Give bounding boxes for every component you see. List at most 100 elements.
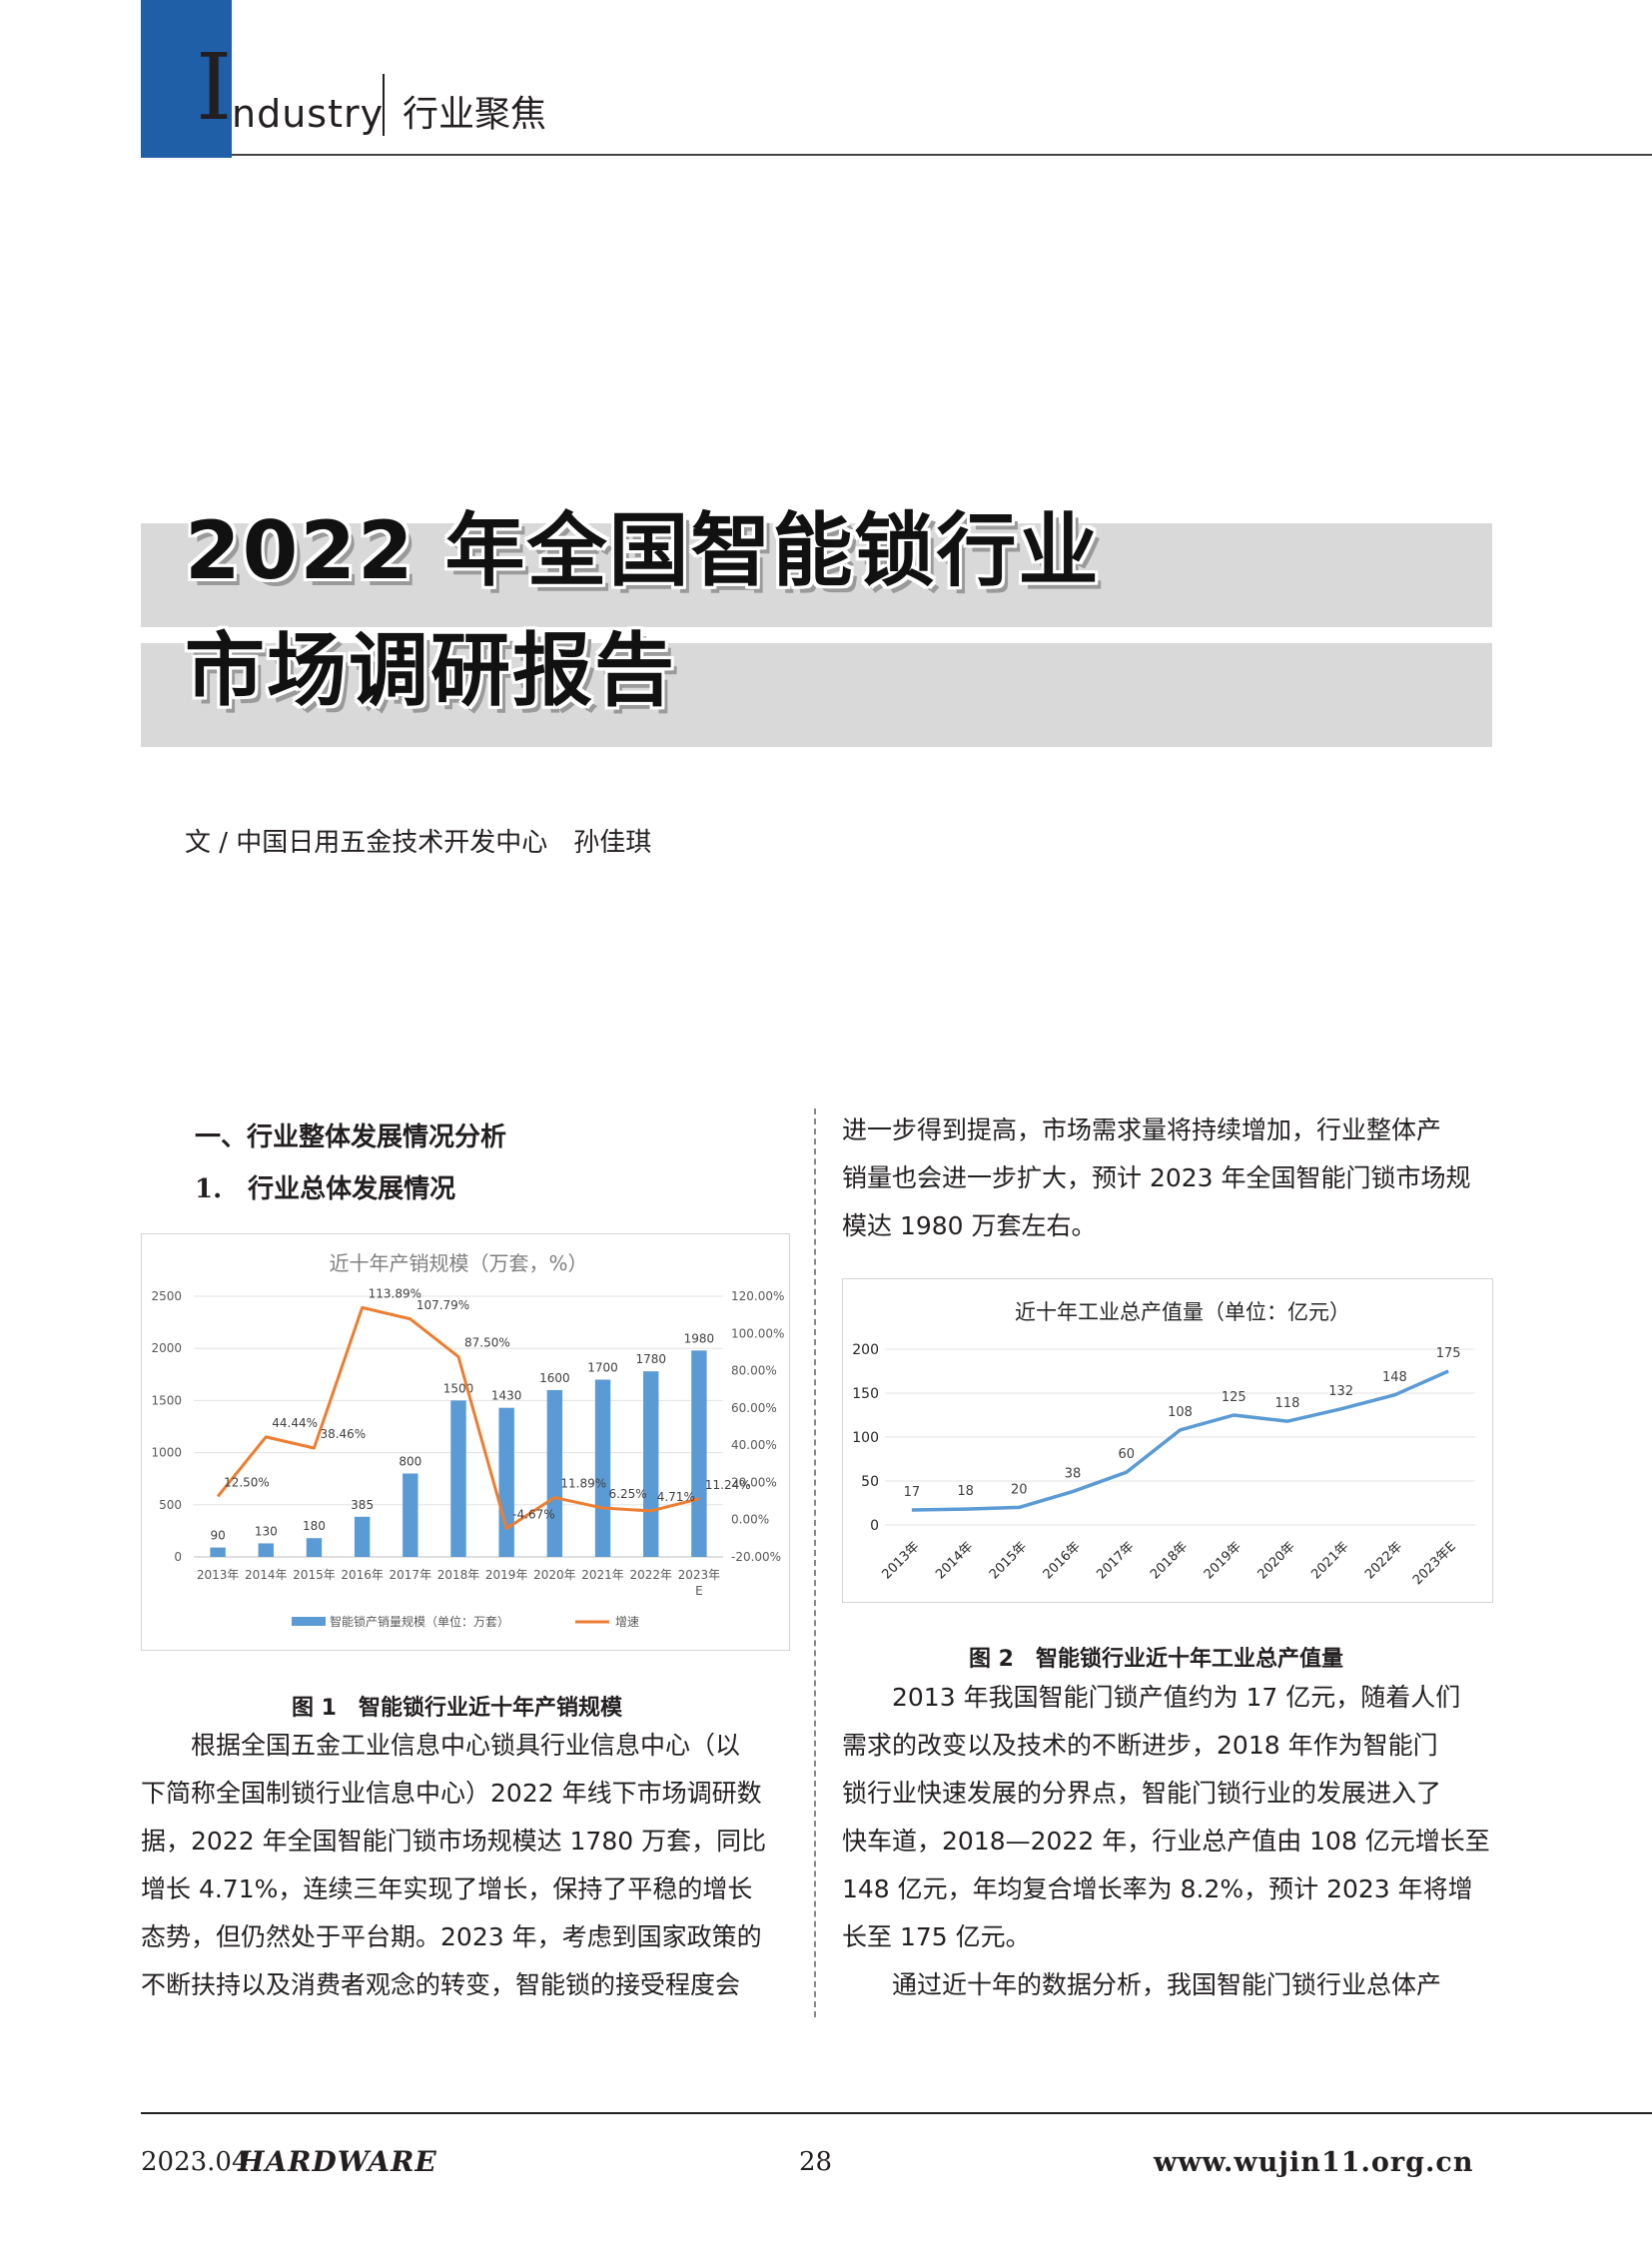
x-tick-label: 2013年 [197, 1568, 240, 1582]
text-line: 进一步得到提高，市场需求量将持续增加，行业整体产 [842, 1116, 1442, 1144]
figure-2-caption: 图 2 智能锁行业近十年工业总产值量 [969, 1647, 1343, 1672]
x-tick-label: 2023年E [1410, 1539, 1459, 1588]
growth-value-label: 4.71% [657, 1490, 695, 1504]
x-tick-label: 2015年 [293, 1568, 336, 1582]
footer-website: www.wujin11.org.cn [1154, 2147, 1474, 2178]
header-initial: I [196, 34, 233, 141]
text-line: 快车道，2018—2022 年，行业总产值由 108 亿元增长至 [842, 1827, 1490, 1856]
y-right-tick-label: 20.00% [731, 1475, 777, 1489]
bar-value-label: 1430 [491, 1389, 522, 1403]
legend-bar-swatch [292, 1617, 326, 1626]
bar-value-label: 1700 [587, 1361, 618, 1375]
x-tick-label-suffix: E [695, 1584, 703, 1598]
bar [643, 1371, 659, 1557]
text-line: 态势，但仍然处于平台期。2023 年，考虑到国家政策的 [141, 1922, 762, 1951]
footer-magazine-name: HARDWARE [238, 2145, 437, 2178]
figure-1-caption: 图 1 智能锁行业近十年产销规模 [292, 1696, 622, 1721]
y-right-tick-label: -20.00% [731, 1550, 781, 1564]
y-tick-label: 50 [861, 1474, 879, 1490]
legend-line-label: 增速 [615, 1615, 639, 1629]
article-title-line1: 2022 年全国智能锁行业 [185, 504, 1101, 597]
growth-value-label: 12.50% [224, 1475, 270, 1489]
y-left-tick-label: 2000 [151, 1341, 182, 1355]
bar [258, 1543, 274, 1557]
bar-value-label: 130 [255, 1524, 278, 1538]
growth-value-label: 11.24% [705, 1478, 751, 1492]
data-label: 125 [1222, 1390, 1246, 1405]
text-line: 根据全国五金工业信息中心锁具行业信息中心（以 [141, 1731, 741, 1760]
bar [403, 1473, 418, 1557]
column-divider [814, 1109, 816, 2017]
x-tick-label: 2016年 [341, 1568, 384, 1582]
text-line: 长至 175 亿元。 [842, 1922, 1031, 1951]
growth-value-label: -4.67% [512, 1507, 554, 1521]
x-tick-label: 2015年 [987, 1539, 1030, 1582]
bar [594, 1379, 611, 1557]
bar-value-label: 385 [351, 1498, 374, 1512]
text-line: 2013 年我国智能门锁产值约为 17 亿元，随着人们 [842, 1683, 1461, 1712]
y-right-tick-label: 100.00% [731, 1326, 784, 1340]
footer-issue-date: 2023.04 [141, 2147, 249, 2177]
x-tick-label: 2017年 [390, 1568, 432, 1582]
bar-value-label: 800 [399, 1454, 421, 1468]
y-right-tick-label: 80.00% [731, 1364, 777, 1378]
x-tick-label: 2020年 [1255, 1539, 1298, 1582]
growth-value-label: 38.46% [320, 1427, 366, 1441]
right-body-text-bottom: 2013 年我国智能门锁产值约为 17 亿元，随着人们 需求的改变以及技术的不断… [842, 1674, 1491, 2009]
x-tick-label: 2023年 [678, 1568, 721, 1582]
x-tick-label: 2018年 [437, 1568, 480, 1582]
growth-value-label: 107.79% [416, 1298, 469, 1312]
page-number: 28 [799, 2147, 833, 2177]
header-divider [383, 74, 385, 136]
data-label: 20 [1011, 1482, 1028, 1497]
byline: 文 / 中国日用五金技术开发中心 孙佳琪 [185, 828, 652, 858]
header-word: ndustry [232, 92, 385, 136]
text-line: 锁行业快速发展的分界点，智能门锁行业的发展进入了 [842, 1779, 1442, 1808]
text-line: 据，2022 年全国智能门锁市场规模达 1780 万套，同比 [141, 1827, 767, 1856]
text-line: 不断扶持以及消费者观念的转变，智能锁的接受程度会 [141, 1970, 741, 1999]
left-body-text: 根据全国五金工业信息中心锁具行业信息中心（以 下简称全国制锁行业信息中心）202… [141, 1722, 788, 2009]
growth-line [216, 1305, 700, 1530]
y-left-tick-label: 1000 [151, 1446, 182, 1460]
x-tick-label: 2020年 [533, 1568, 576, 1582]
x-tick-label: 2022年 [629, 1568, 672, 1582]
x-tick-label: 2014年 [933, 1539, 976, 1582]
growth-value-label: 87.50% [464, 1336, 510, 1350]
chart-title: 近十年工业总产值量（单位：亿元） [1015, 1300, 1350, 1324]
data-label: 118 [1275, 1396, 1300, 1411]
y-right-tick-label: 120.00% [731, 1289, 784, 1303]
growth-value-label: 113.89% [369, 1286, 421, 1300]
x-tick-label: 2021年 [581, 1568, 624, 1582]
text-line: 增长 4.71%，连续三年实现了增长，保持了平稳的增长 [141, 1874, 753, 1903]
output-value-chart: 近十年工业总产值量（单位：亿元） 0 50 100 150 200 17 18 20 38 60 10… [852, 1300, 1475, 1588]
bar [354, 1516, 371, 1557]
data-label: 38 [1065, 1467, 1082, 1482]
y-left-tick-label: 500 [159, 1498, 182, 1512]
bar-value-label: 90 [210, 1529, 225, 1543]
x-tick-label: 2017年 [1094, 1539, 1137, 1582]
y-left-tick-label: 0 [174, 1550, 182, 1564]
y-right-tick-label: 40.00% [731, 1438, 777, 1452]
x-tick-label: 2013年 [879, 1539, 922, 1582]
x-tick-label: 2016年 [1041, 1539, 1084, 1582]
header-color-bar [141, 0, 232, 158]
bar [546, 1389, 563, 1557]
text-line: 模达 1980 万套左右。 [842, 1211, 1097, 1240]
x-tick-label: 2018年 [1148, 1539, 1191, 1582]
y-tick-label: 150 [852, 1386, 879, 1402]
x-tick-label: 2022年 [1362, 1539, 1405, 1582]
y-right-tick-label: 0.00% [731, 1513, 769, 1527]
growth-value-label: 44.44% [272, 1416, 318, 1430]
header-section: 行业聚焦 [403, 94, 547, 135]
y-tick-label: 200 [852, 1342, 879, 1358]
header-rule [232, 154, 1652, 156]
x-tick-label: 2014年 [245, 1568, 288, 1582]
bar-value-label: 1600 [539, 1371, 570, 1385]
figure-2: 近十年工业总产值量（单位：亿元） 0 50 100 150 200 17 18 20 38 60 10… [842, 1278, 1493, 1603]
growth-value-label: 11.89% [560, 1477, 606, 1491]
section-heading: 一、行业整体发展情况分析 [195, 1122, 507, 1152]
x-tick-label: 2021年 [1308, 1539, 1351, 1582]
sales-scale-chart: 近十年产销规模（万套，%） 0 500 1000 1500 2000 2500 -20.00%… [151, 1251, 784, 1629]
data-label: 148 [1382, 1370, 1407, 1385]
data-label: 108 [1168, 1405, 1193, 1420]
